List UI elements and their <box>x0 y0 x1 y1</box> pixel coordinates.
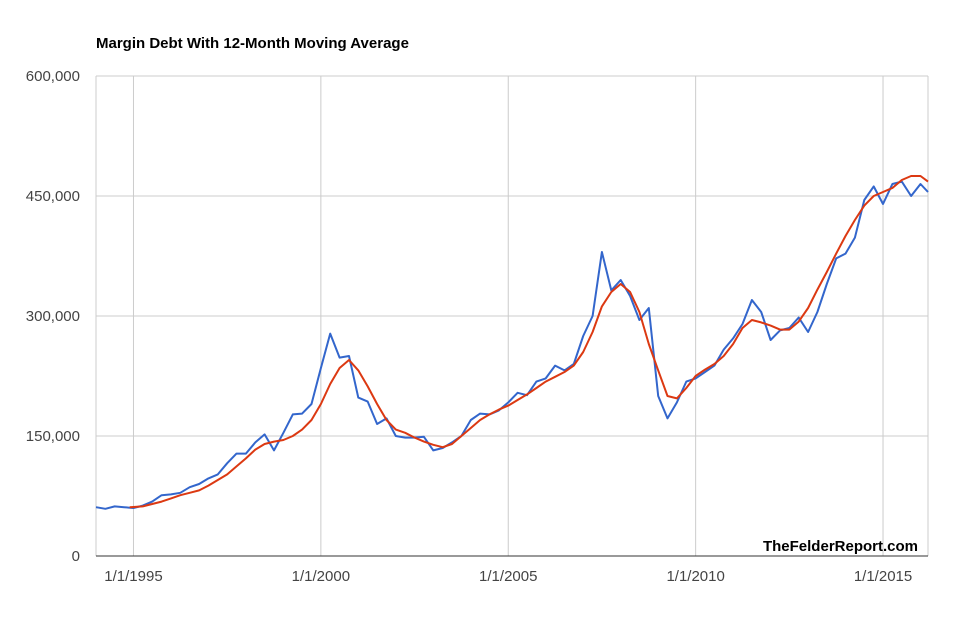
x-tick-label: 1/1/2005 <box>479 568 537 585</box>
moving-average-line <box>129 175 929 509</box>
y-tick-label: 600,000 <box>26 68 80 85</box>
grid <box>95 75 929 557</box>
y-tick-label: 150,000 <box>26 428 80 445</box>
y-tick-label: 0 <box>72 548 80 565</box>
y-tick-label: 300,000 <box>26 308 80 325</box>
series-layer <box>95 175 929 510</box>
margin-debt-line <box>95 180 929 510</box>
x-tick-label: 1/1/1995 <box>104 568 162 585</box>
watermark: TheFelderReport.com <box>763 538 918 555</box>
x-tick-label: 1/1/2000 <box>292 568 350 585</box>
x-tick-label: 1/1/2010 <box>666 568 724 585</box>
x-tick-label: 1/1/2015 <box>854 568 912 585</box>
y-tick-label: 450,000 <box>26 188 80 205</box>
axes: 0 150,000 300,000 450,000 600,000 1/1/1995 1/1… <box>26 68 928 585</box>
chart-title: Margin Debt With 12-Month Moving Average <box>96 35 409 52</box>
